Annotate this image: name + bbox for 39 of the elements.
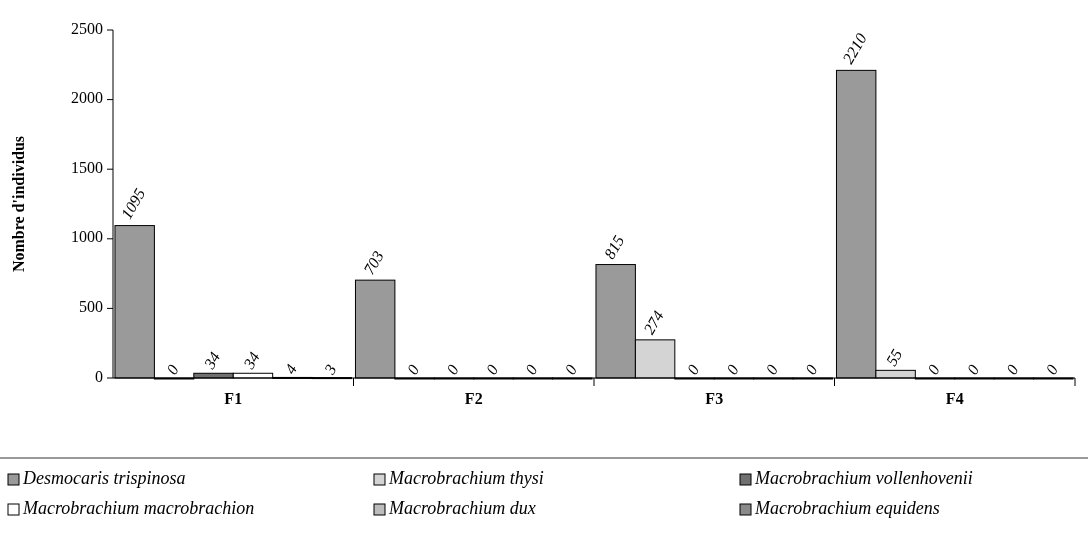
- data-label: 4: [281, 361, 301, 377]
- x-tick-label: F3: [705, 390, 724, 407]
- y-tick-label: 0: [95, 367, 103, 385]
- data-label: 0: [1002, 361, 1022, 378]
- data-label: 0: [1042, 361, 1062, 378]
- data-label: 0: [403, 361, 423, 378]
- x-tick-label: F4: [945, 390, 964, 407]
- data-label: 3: [320, 361, 340, 378]
- legend-label: Macrobrachium macrobrachion: [22, 498, 255, 519]
- data-label: 0: [924, 361, 943, 378]
- y-tick-label: 2000: [71, 89, 103, 107]
- legend-label: Macrobrachium dux: [388, 498, 536, 519]
- data-label: 815: [600, 232, 628, 262]
- data-label: 0: [963, 361, 983, 378]
- x-tick-label: F2: [464, 390, 483, 407]
- data-label: 0: [482, 361, 502, 378]
- legend-label: Macrobrachium vollenhovenii: [754, 468, 973, 489]
- data-label: 55: [882, 346, 906, 369]
- data-label: 274: [640, 307, 667, 338]
- legend-label: Desmocaris trispinosa: [22, 468, 186, 489]
- data-label: 0: [723, 361, 742, 378]
- legend-label: Macrobrachium equidens: [754, 498, 940, 519]
- data-label: 34: [239, 349, 263, 373]
- y-tick-label: 1000: [71, 228, 103, 246]
- data-label: 703: [360, 248, 387, 278]
- y-tick-label: 500: [79, 298, 103, 316]
- legend-label: Macrobrachium thysi: [388, 468, 544, 489]
- data-label: 0: [163, 361, 182, 378]
- data-label: 0: [801, 361, 821, 378]
- data-label: 0: [443, 361, 462, 378]
- y-axis-title: Nombre d'individus: [10, 135, 27, 273]
- x-tick-label: F1: [224, 390, 243, 407]
- data-label: 34: [200, 349, 224, 373]
- data-label: 0: [683, 361, 703, 378]
- data-label: 0: [762, 361, 782, 378]
- y-tick-label: 1500: [71, 158, 103, 176]
- data-label: 0: [561, 361, 581, 378]
- y-tick-label: 2500: [71, 19, 103, 37]
- data-label: 0: [521, 361, 541, 378]
